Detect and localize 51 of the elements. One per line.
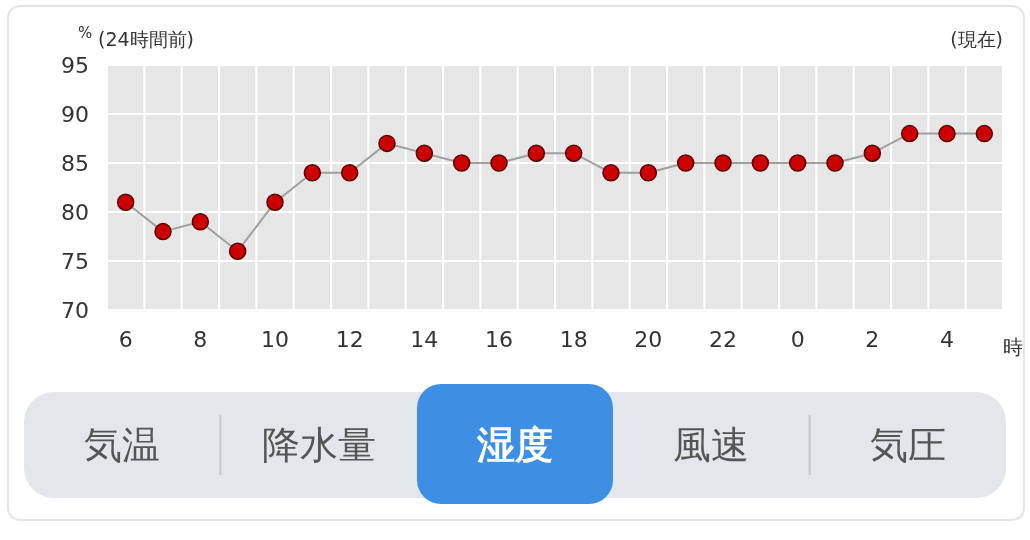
x-tick-label: 16 [485,327,513,352]
point [378,134,396,153]
x-tick-label: 4 [940,327,954,352]
point [340,164,359,182]
x-tick-label: 18 [559,327,588,352]
point [490,154,508,172]
x-tick-label: 10 [261,327,289,352]
point [639,164,658,182]
point [266,193,284,211]
point [975,124,994,143]
text: (24時間前) [98,28,195,50]
text: 湿度 [476,423,553,467]
x-axis-title: 時 [1003,335,1023,359]
text: 気温 [84,423,161,467]
x-tick-label: 14 [410,327,439,352]
y-tick-label: 80 [61,200,89,225]
text: 風速 [673,423,750,467]
point [303,164,322,182]
x-tick-label: 2 [865,327,880,352]
point [527,144,546,162]
text: (現在) [950,28,1003,50]
point [938,124,956,143]
y-tick-label: 90 [61,102,89,127]
x-tick-label: 8 [193,327,208,352]
y-axis-title: % [78,24,93,42]
point [900,124,919,143]
y-tick-label: 70 [61,298,89,323]
x-tick-label: 12 [335,327,364,352]
x-tick-label: 6 [118,327,133,352]
y-tick-label: 75 [61,249,89,274]
y-tick-label: 85 [61,151,89,176]
point [452,154,471,172]
point [788,154,807,172]
point [826,154,844,172]
point [191,213,210,231]
point [714,154,732,172]
text: 降水量 [261,423,376,467]
point [863,144,882,162]
x-tick-label: 22 [709,327,737,352]
point [415,144,434,162]
point [602,164,620,182]
point [154,222,172,241]
y-tick-label: 95 [61,53,89,78]
x-tick-label: 20 [634,327,663,352]
point [228,242,247,260]
point [116,193,135,211]
x-tick-label: 0 [790,327,805,352]
point [676,154,695,172]
text: 気圧 [869,423,946,467]
point [564,144,583,162]
point [751,154,770,172]
